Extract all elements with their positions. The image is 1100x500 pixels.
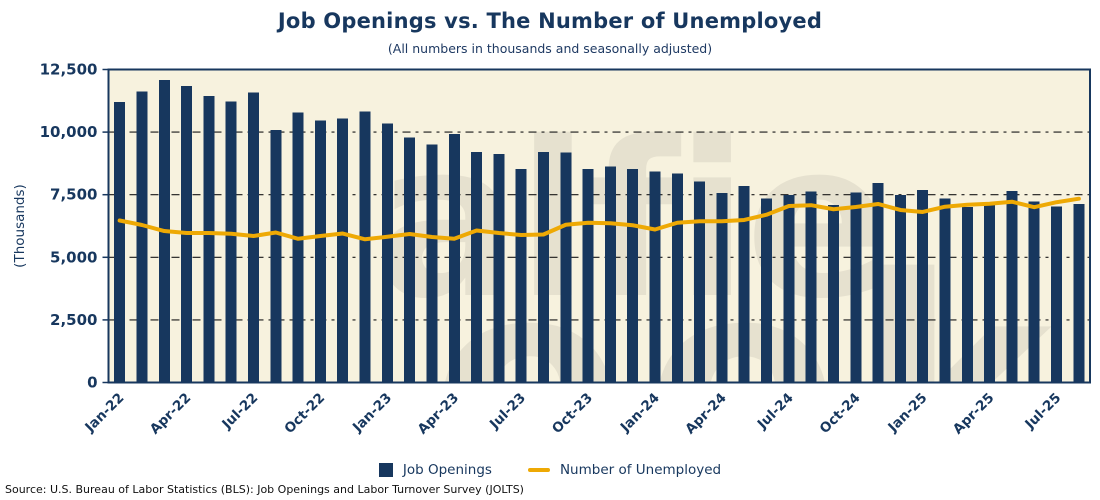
- svg-text:Jul-24: Jul-24: [754, 390, 797, 433]
- legend-label-unemployed: Number of Unemployed: [559, 462, 722, 478]
- bar: [694, 181, 706, 383]
- svg-text:12,500: 12,500: [40, 61, 98, 79]
- bar: [761, 198, 773, 383]
- bar: [314, 120, 326, 383]
- bar: [872, 182, 884, 383]
- svg-text:Jul-23: Jul-23: [486, 390, 529, 433]
- svg-text:Jan-22: Jan-22: [81, 390, 127, 436]
- svg-text:0: 0: [87, 374, 97, 392]
- bar: [292, 112, 304, 383]
- svg-text:10,000: 10,000: [40, 123, 98, 141]
- bar: [493, 154, 505, 383]
- bar: [337, 118, 349, 383]
- svg-text:Apr-24: Apr-24: [682, 390, 729, 437]
- chart-subtitle: (All numbers in thousands and seasonally…: [387, 41, 713, 56]
- chart-title: Job Openings vs. The Number of Unemploye…: [277, 9, 823, 33]
- bar: [738, 185, 750, 383]
- bar: [1073, 204, 1085, 383]
- bar: [939, 198, 951, 383]
- bar: [894, 195, 906, 383]
- bar: [471, 151, 483, 383]
- bar: [560, 152, 572, 383]
- source-note: Source: U.S. Bureau of Labor Statistics …: [5, 483, 524, 496]
- bar: [1006, 190, 1018, 383]
- bar: [381, 123, 393, 383]
- bar: [270, 130, 282, 383]
- bar: [1028, 201, 1040, 383]
- svg-text:Oct-22: Oct-22: [281, 390, 328, 437]
- svg-text:Jan-25: Jan-25: [884, 390, 930, 436]
- bar: [426, 144, 438, 383]
- svg-text:Jan-23: Jan-23: [349, 390, 395, 436]
- bar: [225, 101, 237, 383]
- bar: [627, 169, 639, 383]
- unemployed-line-swatch-icon: [527, 468, 550, 472]
- svg-text:2,500: 2,500: [50, 311, 97, 329]
- svg-text:Apr-25: Apr-25: [950, 390, 997, 437]
- unemployed-line: [117, 196, 1081, 242]
- svg-text:Apr-23: Apr-23: [415, 390, 462, 437]
- bar: [1051, 206, 1063, 383]
- bar: [582, 169, 594, 383]
- bar: [604, 166, 616, 383]
- bar: [917, 189, 929, 383]
- job-openings-swatch-icon: [378, 463, 393, 477]
- bar: [359, 111, 371, 383]
- bar: [984, 203, 996, 383]
- svg-text:Oct-23: Oct-23: [549, 390, 596, 437]
- bar: [961, 206, 973, 383]
- svg-text:Jan-24: Jan-24: [617, 390, 663, 436]
- bar: [783, 195, 795, 383]
- legend-label-job-openings: Job Openings: [402, 462, 492, 478]
- bar: [649, 171, 661, 383]
- svg-text:Oct-24: Oct-24: [817, 390, 864, 437]
- bar: [203, 95, 215, 383]
- svg-text:7,500: 7,500: [50, 186, 97, 204]
- bar: [827, 204, 839, 383]
- svg-text:Jul-22: Jul-22: [218, 390, 261, 433]
- bar: [404, 137, 416, 383]
- svg-text:Jul-25: Jul-25: [1021, 390, 1064, 433]
- bar: [805, 191, 817, 383]
- bar: [537, 151, 549, 383]
- svg-text:5,000: 5,000: [50, 248, 97, 266]
- legend: Job Openings Number of Unemployed: [0, 457, 1100, 483]
- bar: [850, 192, 862, 383]
- bar: [671, 173, 683, 383]
- bar: [716, 193, 728, 383]
- bar: [515, 169, 527, 383]
- svg-text:Apr-22: Apr-22: [147, 390, 194, 437]
- bar: [114, 102, 126, 383]
- bar: [448, 134, 460, 383]
- bar: [136, 91, 148, 383]
